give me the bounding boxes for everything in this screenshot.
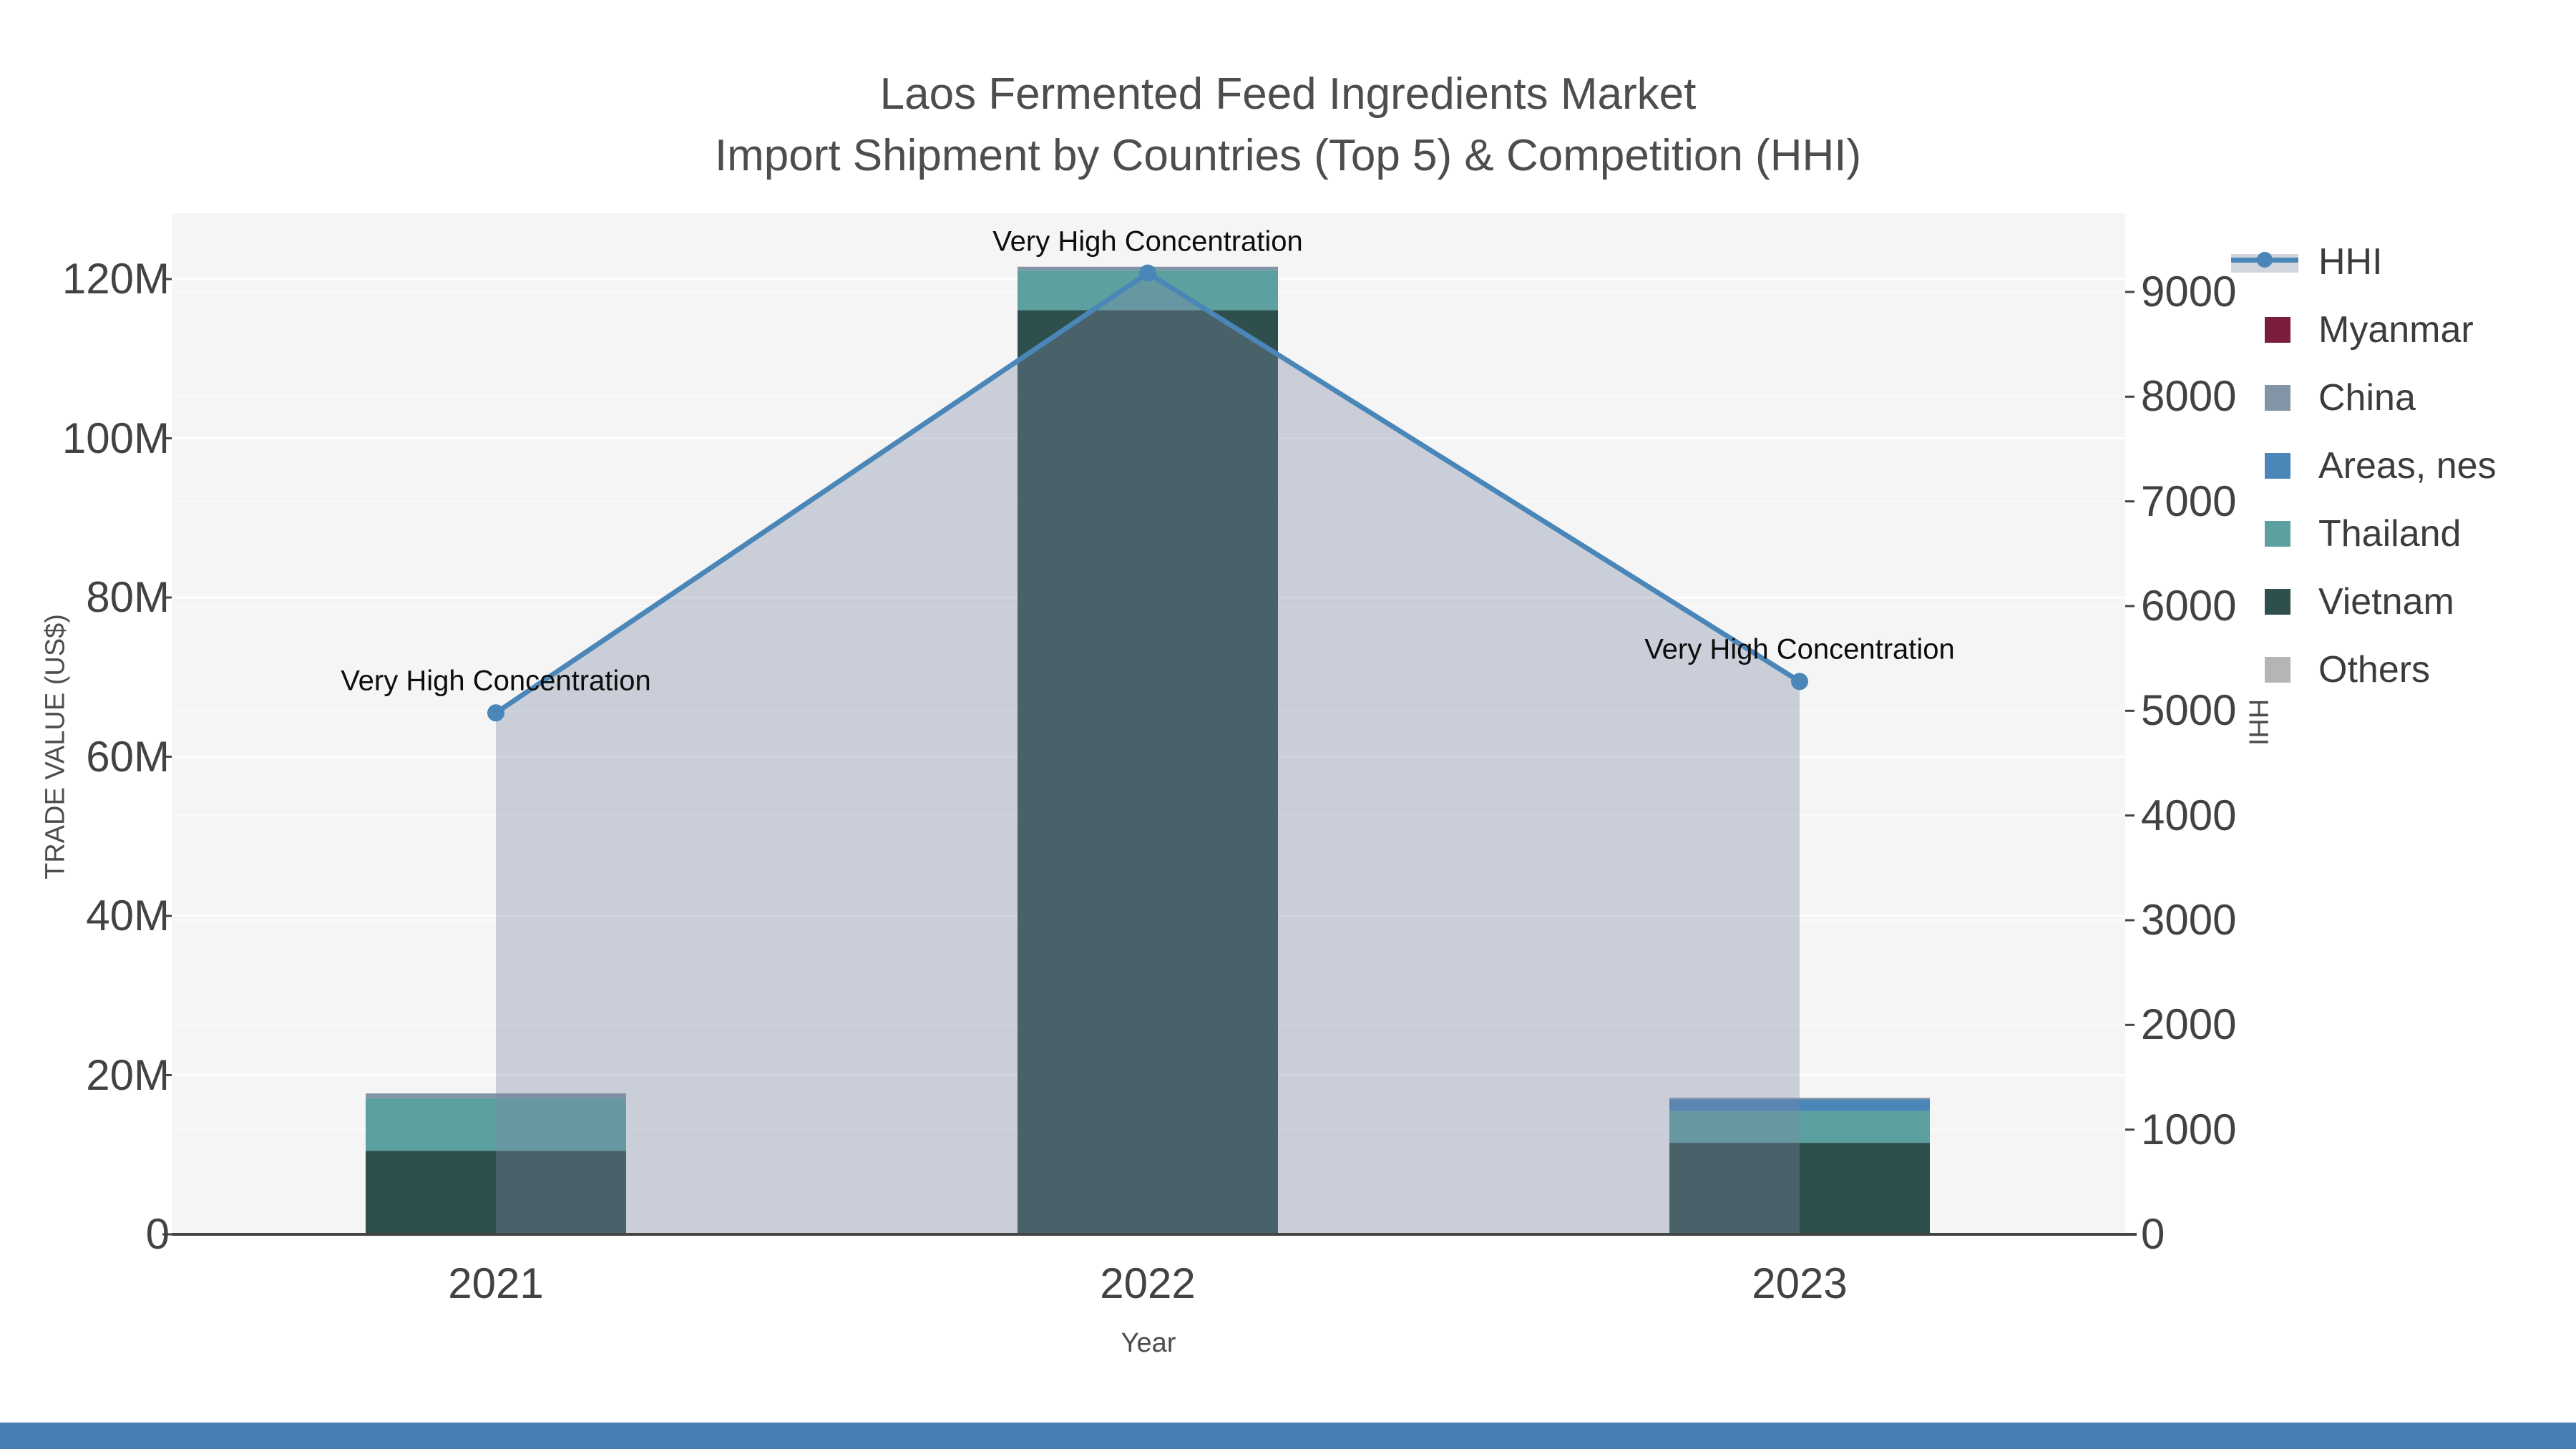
y-right-tick-label-5000: 5000: [2141, 686, 2237, 735]
legend-swatch-thailand: [2265, 520, 2290, 547]
x-tick-label-2022: 2022: [1100, 1259, 1196, 1307]
legend-swatch-vietnam: [2265, 588, 2290, 615]
x-tick-label-2023: 2023: [1752, 1259, 1848, 1307]
y-right-tick-label-1000: 1000: [2141, 1105, 2237, 1153]
legend-item-myanmar[interactable]: Myanmar: [2231, 296, 2497, 364]
legend-item-label: China: [2318, 376, 2416, 419]
legend-item-label: Thailand: [2318, 512, 2462, 555]
legend-item-label: Vietnam: [2318, 580, 2454, 623]
legend-line-swatch-icon: [2231, 248, 2300, 276]
legend-item-label: Myanmar: [2318, 308, 2474, 351]
legend-swatch-china: [2265, 384, 2290, 411]
legend-item-china[interactable]: China: [2231, 364, 2497, 431]
footer-accent-bar: [0, 1423, 2576, 1449]
y-right-tick-label-6000: 6000: [2141, 582, 2237, 630]
legend-item-label: Others: [2318, 648, 2431, 691]
y-left-tick-label-20M: 20M: [86, 1050, 170, 1099]
legend-item-label: HHI: [2318, 240, 2383, 283]
y-right-tick-label-4000: 4000: [2141, 791, 2237, 839]
legend-square-swatch-icon: [2231, 384, 2300, 412]
bar-segment-china-2021[interactable]: [366, 1093, 626, 1098]
chart-title-line2: Import Shipment by Countries (Top 5) & C…: [714, 131, 1862, 180]
hhi-marker-2021[interactable]: [487, 704, 504, 722]
legend-swatch-myanmar: [2265, 316, 2290, 343]
legend-square-swatch-icon: [2231, 655, 2300, 684]
legend-swatch-others: [2265, 656, 2290, 683]
y-left-tick-label-100M: 100M: [62, 414, 170, 462]
legend-swatch-areas-nes: [2265, 452, 2290, 479]
legend-square-swatch-icon: [2231, 452, 2300, 480]
legend-item-hhi[interactable]: HHI: [2231, 228, 2497, 296]
legend-square-swatch-icon: [2231, 587, 2300, 616]
bar-segment-china-2023[interactable]: [1669, 1098, 1930, 1100]
chart-title-line1: Laos Fermented Feed Ingredients Market: [879, 69, 1697, 119]
y-right-tick-label-8000: 8000: [2141, 372, 2237, 421]
y-right-tick-label-7000: 7000: [2141, 477, 2237, 525]
bar-segment-thailand-2023[interactable]: [1669, 1111, 1930, 1143]
bar-segment-areas-nes-2023[interactable]: [1669, 1099, 1930, 1111]
legend-square-swatch-icon: [2231, 519, 2300, 548]
y-left-tick-label-120M: 120M: [62, 255, 170, 303]
legend-item-label: Areas, nes: [2318, 444, 2497, 487]
y-left-tick-label-0: 0: [145, 1210, 170, 1258]
annotation-2023: Very High Concentration: [1644, 633, 1955, 665]
hhi-marker-2023[interactable]: [1791, 673, 1808, 691]
legend-line-symbol-part: [2257, 251, 2273, 268]
bar-segment-vietnam-2022[interactable]: [1018, 310, 1278, 1235]
hhi-marker-2022[interactable]: [1139, 264, 1156, 282]
x-tick-label-2021: 2021: [448, 1259, 544, 1307]
legend: HHI Myanmar China Areas, nes Thailand Vietnam…: [2231, 228, 2497, 703]
y-left-tick-label-60M: 60M: [86, 732, 170, 781]
legend-item-thailand[interactable]: Thailand: [2231, 499, 2497, 567]
bar-segment-vietnam-2021[interactable]: [366, 1151, 626, 1234]
legend-square-swatch-icon: [2231, 316, 2300, 344]
legend-item-vietnam[interactable]: Vietnam: [2231, 567, 2497, 635]
y-right-tick-label-0: 0: [2141, 1210, 2165, 1258]
legend-item-others[interactable]: Others: [2231, 635, 2497, 703]
y-right-tick-label-3000: 3000: [2141, 896, 2237, 944]
y-right-tick-label-9000: 9000: [2141, 268, 2237, 316]
legend-item-areas-nes[interactable]: Areas, nes: [2231, 431, 2497, 499]
y-left-tick-label-40M: 40M: [86, 892, 170, 940]
y-left-tick-label-80M: 80M: [86, 573, 170, 621]
hhi-area-fill: [496, 273, 1800, 1234]
annotation-2022: Very High Concentration: [992, 225, 1303, 258]
bar-segment-thailand-2021[interactable]: [366, 1098, 626, 1151]
annotation-2021: Very High Concentration: [341, 665, 651, 697]
bar-segment-vietnam-2023[interactable]: [1669, 1143, 1930, 1234]
y-right-tick-label-2000: 2000: [2141, 1000, 2237, 1049]
x-axis-title: Year: [1121, 1328, 1176, 1358]
